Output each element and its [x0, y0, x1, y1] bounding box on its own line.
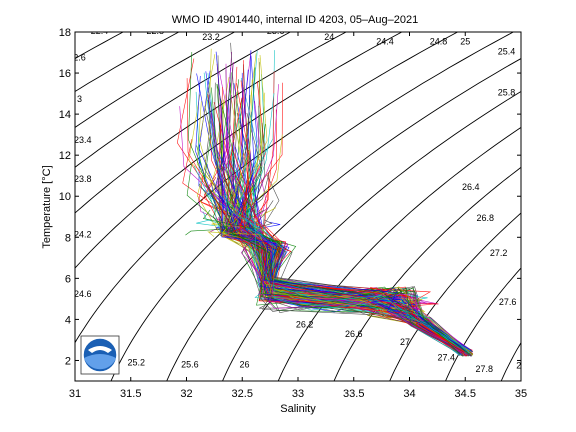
isopycnal-label: 24: [324, 32, 334, 42]
profile-line: [207, 231, 474, 356]
isopycnal-label: 27.8: [475, 364, 493, 374]
x-tick-label: 35: [515, 388, 527, 400]
isopycnal-label: 25.6: [181, 360, 199, 370]
isopycnal-label: 24.4: [376, 36, 394, 46]
y-tick-label: 2: [65, 355, 71, 367]
y-tick-label: 14: [59, 109, 71, 121]
isopycnal-label: 25: [460, 36, 470, 46]
isopycnal-label: 26: [239, 360, 249, 370]
profile-line: [205, 71, 471, 353]
isopycnal-label: 24.2: [74, 229, 92, 239]
profile-line: [202, 209, 464, 353]
isopycnal-line: [222, 90, 521, 381]
isopycnal-label: 23.4: [74, 135, 92, 145]
isopycnal-line: [389, 212, 521, 381]
isopycnal-label: 26.8: [477, 213, 495, 223]
isopycnal-line: [549, 12, 576, 402]
isopycnal-label: 27.4: [438, 352, 456, 362]
isopycnal-line: [75, 32, 459, 344]
profile-line: [236, 83, 465, 353]
profile-line: [223, 197, 468, 357]
profile-line: [251, 105, 471, 354]
isopycnal-label: 25.4: [498, 47, 516, 57]
isopycnal-lines: [75, 12, 576, 402]
y-tick-label: 4: [65, 314, 71, 326]
profile-line: [224, 193, 471, 351]
isopycnal-label: 2.6: [73, 53, 86, 63]
isopycnal-line: [333, 166, 521, 381]
profile-line: [245, 113, 466, 355]
y-tick-label: 12: [59, 150, 71, 162]
isopycnal-line: [277, 126, 521, 381]
y-axis-label: Temperature [°C]: [41, 165, 53, 248]
x-axis-label: Salinity: [280, 403, 316, 415]
isopycnal-line: [500, 341, 521, 381]
x-tick-label: 31.5: [120, 388, 141, 400]
profile-line: [215, 228, 470, 352]
isopycnal-label: 23.2: [202, 32, 220, 42]
y-tick-label: 6: [65, 273, 71, 285]
profile-line: [229, 42, 461, 356]
profile-line: [188, 51, 472, 353]
y-tick-label: 10: [59, 191, 71, 203]
isopycnal-label: 23.6: [267, 26, 285, 36]
isopycnal-label: 25.8: [498, 88, 516, 98]
isopycnal-line: [75, 32, 348, 214]
isopycnal-line: [75, 32, 180, 93]
y-tick-label: 16: [59, 68, 71, 80]
profile-line: [229, 97, 463, 354]
isopycnal-label: 22.4: [91, 26, 109, 36]
x-tick-label: 31: [69, 388, 81, 400]
noaa-logo: [80, 335, 120, 375]
isopycnal-line: [445, 267, 521, 381]
profile-line: [233, 94, 474, 355]
profile-line: [235, 91, 471, 352]
isopycnal-label: 22.8: [147, 26, 165, 36]
x-tick-label: 32: [180, 388, 192, 400]
y-tick-label: 8: [65, 232, 71, 244]
profile-line: [241, 84, 461, 352]
profile-line: [226, 72, 461, 355]
isopycnal-label: 2: [516, 361, 521, 371]
isopycnal-label: 26.2: [296, 320, 314, 330]
isopycnal-label: 24.8: [430, 36, 448, 46]
isopycnal-label: 3: [77, 94, 82, 104]
isopycnal-label: 27.6: [499, 297, 517, 307]
isopycnal-line: [110, 32, 515, 381]
isopycnal-line: [75, 32, 236, 128]
x-tick-label: 34.5: [455, 388, 476, 400]
isopycnal-line: [75, 32, 292, 168]
x-tick-label: 33.5: [343, 388, 364, 400]
isopycnal-label: 24.6: [74, 289, 92, 299]
isopycnal-label: 26.6: [345, 329, 363, 339]
isopycnal-line: [166, 58, 521, 381]
profile-line: [243, 196, 472, 357]
isopycnal-labels: 22.4 22.8 23.2 23.6 24 24.4 24.8 25 25.4 25.8 26.4…: [73, 26, 521, 374]
profile-line: [233, 83, 468, 355]
isopycnal-label: 26.4: [462, 182, 480, 192]
x-tick-label: 32.5: [232, 388, 253, 400]
x-axis: 31 31.5 32 32.5 33 33.5 34 34.5 35: [69, 32, 527, 400]
profile-line: [232, 81, 474, 355]
profile-lines: [176, 42, 474, 357]
x-tick-label: 34: [403, 388, 415, 400]
profile-line: [251, 109, 467, 356]
isopycnal-label: 25.2: [128, 358, 146, 368]
isopycnal-label: 27: [400, 337, 410, 347]
chart-title: WMO ID 4901440, internal ID 4203, 05–Aug…: [172, 14, 418, 26]
x-tick-label: 33: [292, 388, 304, 400]
profile-line: [215, 51, 474, 353]
profile-line: [246, 122, 468, 354]
profile-line: [227, 94, 470, 351]
profile-line: [210, 113, 464, 351]
profile-line: [231, 147, 466, 354]
profile-line: [204, 134, 463, 351]
isopycnal-label: 27.2: [490, 248, 508, 258]
y-tick-label: 18: [59, 27, 71, 39]
isopycnal-line: [75, 32, 403, 269]
isopycnal-label: 23.8: [74, 174, 92, 184]
